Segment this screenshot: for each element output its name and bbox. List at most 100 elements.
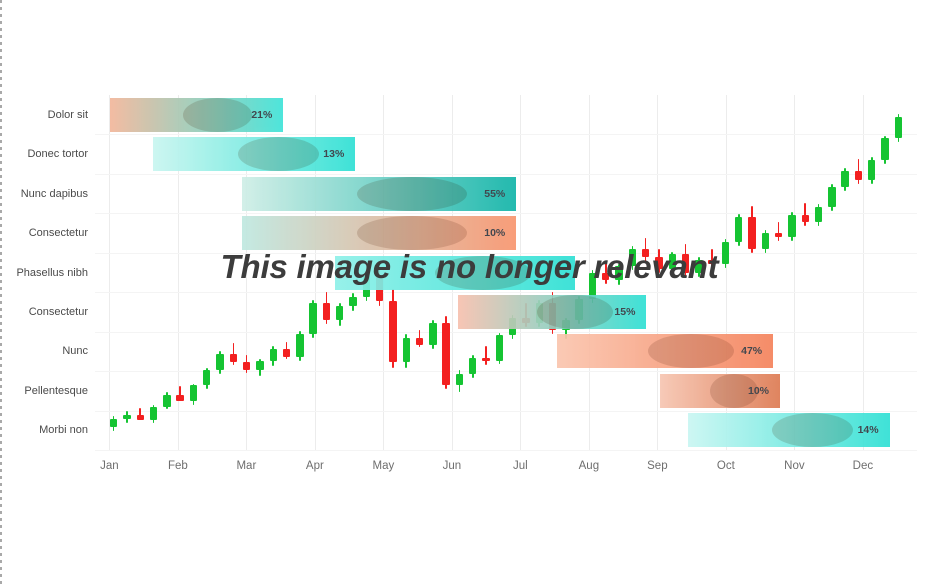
candle-body (721, 242, 730, 264)
candle-wick (139, 408, 142, 421)
y-axis-label-6: Nunc (62, 345, 88, 358)
gridline-aug (588, 95, 590, 450)
candle-body (402, 337, 410, 363)
bar-highlight-blob (772, 413, 854, 448)
y-axis-label-2: Nunc dapibus (20, 187, 88, 200)
candle-body (455, 374, 464, 386)
bar-highlight-blob (537, 294, 613, 329)
candle-body (429, 323, 437, 345)
gantt-bar[interactable]: 13% (153, 137, 356, 172)
candle-body (336, 305, 344, 321)
candle-body (708, 259, 716, 264)
candle-body (628, 248, 637, 267)
y-axis-label-8: Morbi non (39, 424, 88, 437)
candle-body (788, 215, 796, 237)
candle-body (123, 414, 131, 419)
candle-body (309, 302, 317, 334)
page-left-edge-marker (0, 0, 2, 585)
candle-body (415, 337, 424, 345)
y-axis-label-5: Consectetur (28, 305, 88, 318)
bar-value-label: 14% (857, 424, 879, 437)
bar-highlight-blob (238, 137, 319, 172)
bar-highlight-blob (182, 97, 253, 132)
x-axis-tick-sep: Sep (647, 460, 668, 472)
candle-body (495, 335, 504, 361)
candle-body (881, 138, 889, 160)
bar-highlight-blob (710, 373, 759, 408)
candle-body (615, 266, 623, 280)
candle-body (349, 297, 357, 306)
candle-body (176, 394, 184, 402)
candle-body (774, 232, 783, 237)
candle-body (668, 254, 676, 270)
row-divider-5 (95, 331, 917, 333)
row-divider-7 (95, 410, 917, 412)
x-axis-labels: Jan Feb Mar Apr May Jun Jul Aug Sep Oct Nov Dec (95, 460, 917, 484)
candle-body (841, 170, 849, 187)
y-axis-labels: Dolor sit Donec tortor Nunc dapibus Consect… (0, 95, 88, 450)
candle-body (256, 360, 264, 371)
gridline-jan (109, 95, 111, 450)
gantt-bar[interactable]: 14% (687, 413, 890, 448)
candle-wick (777, 221, 780, 241)
gantt-bar[interactable]: 21% (110, 97, 284, 132)
candle-body (442, 323, 450, 386)
y-axis-label-3: Consectetur (28, 227, 88, 240)
candle-body (761, 232, 770, 249)
gridline-feb (177, 95, 179, 450)
row-divider-8 (95, 450, 917, 451)
candle-body (163, 394, 171, 407)
gantt-bar[interactable]: 15% (458, 294, 647, 329)
row-divider-2 (95, 213, 917, 215)
bar-value-label: 15% (614, 305, 636, 318)
x-axis-tick-jun: Jun (442, 460, 462, 472)
candle-body (641, 248, 650, 257)
bar-highlight-blob (357, 216, 467, 251)
x-axis-tick-nov: Nov (784, 460, 805, 472)
gantt-bar[interactable]: 47% (557, 334, 774, 369)
gantt-bar[interactable]: 10% (242, 216, 517, 251)
y-axis-label-7: Pellentesque (24, 384, 88, 397)
gridline-sep (657, 95, 659, 450)
candle-body (322, 302, 331, 321)
row-divider-4 (95, 292, 917, 294)
plot-area: 21% 13% 55% 10% 15% 47% 10% 14% (95, 95, 917, 451)
row-divider-1 (95, 173, 917, 175)
bar-value-label: 55% (484, 187, 506, 200)
candle-body (828, 186, 836, 208)
candle-body (735, 216, 743, 243)
x-axis-tick-may: May (372, 460, 395, 472)
candle-body (814, 207, 823, 222)
candle-body (136, 414, 144, 421)
candle-body (109, 418, 118, 427)
candle-body (229, 354, 238, 363)
candle-body (681, 254, 690, 274)
candle-wick (485, 346, 487, 365)
candle-body (854, 170, 863, 181)
gridline-apr (314, 95, 316, 450)
row-divider-0 (95, 134, 917, 136)
x-axis-tick-oct: Oct (716, 460, 735, 472)
candle-body (655, 256, 663, 270)
gantt-bar[interactable]: 55% (242, 176, 517, 211)
candle-body (482, 358, 490, 361)
candle-body (602, 273, 610, 280)
y-axis-label-4: Phasellus nibh (16, 266, 88, 279)
bar-highlight-blob (357, 176, 467, 211)
bar-value-label: 21% (251, 108, 273, 121)
candle-body (149, 406, 158, 421)
bar-value-label: 47% (741, 345, 763, 358)
candle-body (189, 385, 198, 402)
x-axis-tick-aug: Aug (578, 460, 600, 472)
candle-wick (711, 248, 713, 268)
gridline-oct (725, 95, 727, 450)
gantt-bar[interactable] (334, 255, 575, 290)
candle-body (242, 362, 251, 371)
gantt-bar[interactable]: 10% (660, 373, 780, 408)
candle-body (695, 259, 703, 274)
y-axis-label-1: Donec tortor (27, 148, 88, 161)
x-axis-tick-jul: Jul (513, 460, 528, 472)
y-axis-label-0: Dolor sit (47, 108, 88, 121)
bar-highlight-blob (648, 334, 735, 369)
